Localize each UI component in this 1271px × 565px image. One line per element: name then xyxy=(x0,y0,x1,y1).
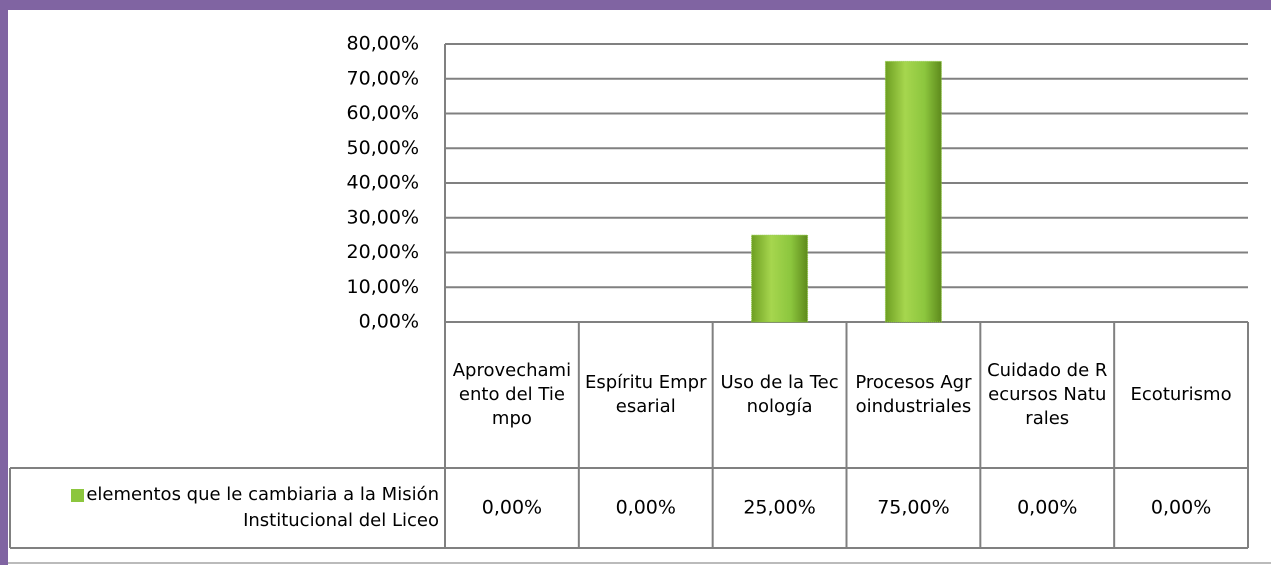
category-cell: Uso de la Tecnología xyxy=(720,372,839,417)
y-tick-label: 20,00% xyxy=(347,241,419,263)
y-tick-label: 50,00% xyxy=(347,137,419,159)
legend-entry: elementos que le cambiaria a la Misión I… xyxy=(10,468,445,548)
bar xyxy=(751,234,809,323)
value-label: 25,00% xyxy=(743,497,815,519)
category-cell: Espíritu Empresarial xyxy=(584,372,707,417)
value-label: 0,00% xyxy=(616,497,676,519)
category-cell: Ecoturismo xyxy=(1130,384,1232,405)
value-label: 0,00% xyxy=(1151,497,1211,519)
frame-left xyxy=(0,0,8,565)
x-tick-label: Uso de la Tecnología xyxy=(720,372,839,417)
category-cell: Procesos Agroindustriales xyxy=(855,372,972,417)
value-label: 0,00% xyxy=(482,497,542,519)
y-tick-label: 40,00% xyxy=(347,172,419,194)
x-tick-label: Espíritu Empresarial xyxy=(584,372,707,417)
y-tick-label: 60,00% xyxy=(347,102,419,124)
legend-cell: elementos que le cambiaria a la Misión I… xyxy=(10,468,445,548)
y-tick-label: 0,00% xyxy=(359,311,419,333)
y-tick-label: 30,00% xyxy=(347,206,419,228)
x-tick-label: Procesos Agroindustriales xyxy=(855,372,972,417)
y-tick-label: 80,00% xyxy=(347,33,419,55)
legend-label: elementos que le cambiaria a la Misión I… xyxy=(86,484,439,531)
legend-key xyxy=(71,488,85,502)
y-tick-label: 70,00% xyxy=(347,67,419,89)
x-tick-label: Aprovechamiento del Tiempo xyxy=(452,360,572,429)
x-tick-label: Ecoturismo xyxy=(1130,384,1232,405)
y-tick-label: 10,00% xyxy=(347,276,419,298)
frame-top xyxy=(0,0,1271,10)
category-cell: Aprovechamiento del Tiempo xyxy=(452,360,572,429)
value-label: 0,00% xyxy=(1017,497,1077,519)
x-tick-label: Cuidado de Recursos Naturales xyxy=(987,360,1108,429)
category-cell: Cuidado de Recursos Naturales xyxy=(987,360,1108,429)
value-label: 75,00% xyxy=(877,497,949,519)
bar xyxy=(884,60,942,323)
